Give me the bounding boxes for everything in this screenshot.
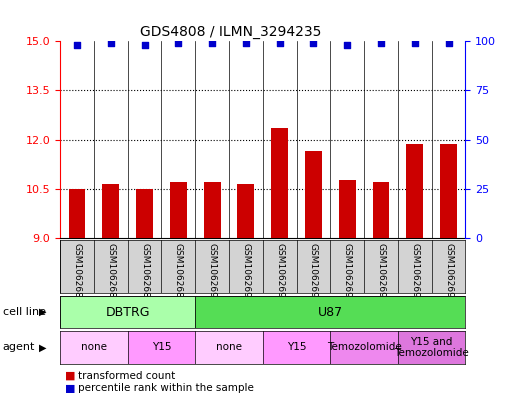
Text: Y15 and
Temozolomide: Y15 and Temozolomide: [394, 337, 469, 358]
Text: none: none: [216, 342, 242, 353]
Text: Y15: Y15: [287, 342, 306, 353]
Title: GDS4808 / ILMN_3294235: GDS4808 / ILMN_3294235: [140, 25, 321, 39]
Bar: [398, 331, 465, 364]
Text: GSM1062689: GSM1062689: [174, 243, 183, 304]
Bar: [203, 182, 221, 238]
Text: Temozolomide: Temozolomide: [327, 342, 402, 353]
Point: [445, 40, 453, 46]
Text: GSM1062688: GSM1062688: [140, 243, 149, 304]
Text: transformed count: transformed count: [78, 371, 176, 381]
Bar: [195, 331, 263, 364]
Text: U87: U87: [318, 305, 343, 319]
Point: [242, 40, 250, 46]
Text: GSM1062686: GSM1062686: [73, 243, 82, 304]
Bar: [331, 331, 398, 364]
Bar: [69, 189, 85, 238]
Text: ▶: ▶: [39, 342, 47, 353]
Bar: [406, 144, 423, 238]
Text: GSM1062691: GSM1062691: [242, 243, 251, 304]
Text: DBTRG: DBTRG: [106, 305, 150, 319]
Point: [208, 40, 217, 46]
Text: ■: ■: [65, 371, 79, 381]
Point: [276, 40, 284, 46]
Bar: [237, 184, 254, 238]
Text: GSM1062690: GSM1062690: [208, 243, 217, 304]
Text: none: none: [81, 342, 107, 353]
Bar: [305, 151, 322, 238]
Bar: [60, 296, 195, 328]
Point: [309, 40, 317, 46]
Bar: [195, 296, 465, 328]
Point: [140, 42, 149, 48]
Text: percentile rank within the sample: percentile rank within the sample: [78, 383, 254, 393]
Text: GSM1062687: GSM1062687: [106, 243, 115, 304]
Text: cell line: cell line: [3, 307, 46, 317]
Text: ■: ■: [65, 383, 79, 393]
Text: GSM1062696: GSM1062696: [411, 243, 419, 304]
Point: [377, 40, 385, 46]
Text: Y15: Y15: [152, 342, 171, 353]
Point: [411, 40, 419, 46]
Text: GSM1062693: GSM1062693: [377, 243, 385, 304]
Bar: [128, 331, 195, 364]
Point: [174, 40, 183, 46]
Bar: [103, 184, 119, 238]
Bar: [263, 331, 331, 364]
Text: GSM1062697: GSM1062697: [444, 243, 453, 304]
Bar: [136, 189, 153, 238]
Bar: [372, 182, 390, 238]
Point: [343, 42, 351, 48]
Bar: [170, 182, 187, 238]
Text: GSM1062694: GSM1062694: [275, 243, 284, 304]
Bar: [271, 128, 288, 238]
Point: [73, 42, 81, 48]
Text: GSM1062692: GSM1062692: [343, 243, 352, 304]
Text: agent: agent: [3, 342, 35, 353]
Text: GSM1062695: GSM1062695: [309, 243, 318, 304]
Bar: [440, 144, 457, 238]
Bar: [339, 180, 356, 238]
Bar: [60, 331, 128, 364]
Point: [107, 40, 115, 46]
Text: ▶: ▶: [39, 307, 47, 317]
